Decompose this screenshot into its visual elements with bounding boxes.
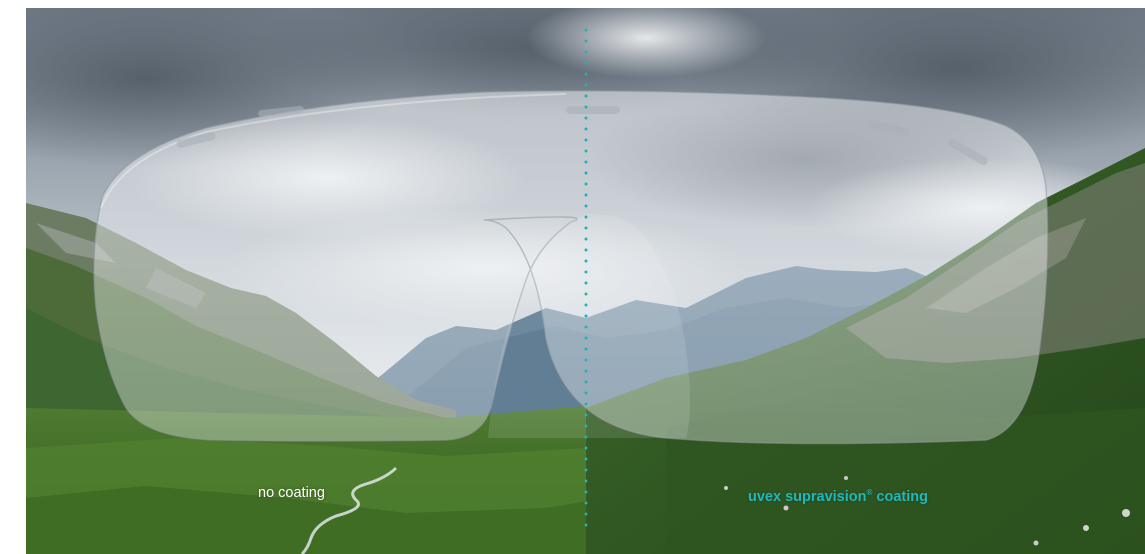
coating-word: coating bbox=[872, 489, 928, 505]
brand-name: uvex supravision bbox=[748, 489, 867, 505]
supravision-coating-label: uvex supravision® coating bbox=[748, 484, 928, 506]
registered-mark: ® bbox=[866, 488, 873, 497]
safety-glasses-lens-icon bbox=[93, 90, 1049, 445]
mountain-valley-photo bbox=[26, 8, 1145, 554]
photo-stage bbox=[26, 8, 1145, 554]
no-coating-label: no coating bbox=[258, 485, 325, 501]
